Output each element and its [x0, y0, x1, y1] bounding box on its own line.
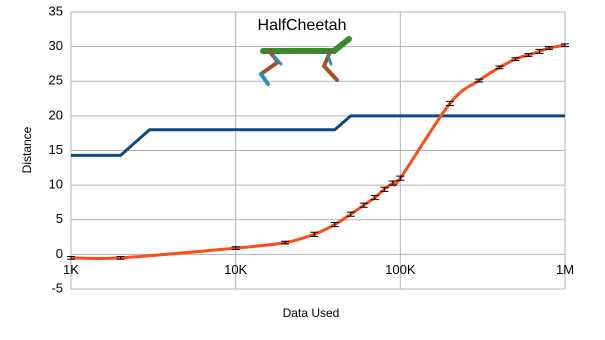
- grid: [70, 11, 566, 290]
- x-tick-label: 100K: [385, 262, 416, 277]
- error-bar: [359, 202, 368, 208]
- chart-title: HalfCheetah: [258, 17, 347, 34]
- y-tick-label: 25: [49, 73, 63, 88]
- y-tick-label: 0: [56, 246, 63, 261]
- error-bar: [116, 255, 125, 260]
- error-bar: [396, 175, 405, 181]
- error-bar: [370, 195, 379, 201]
- y-axis-label: Distance: [20, 126, 34, 173]
- error-bar: [310, 231, 319, 237]
- error-bar: [231, 246, 240, 251]
- error-bar: [388, 180, 397, 186]
- error-bar: [67, 255, 75, 260]
- error-bar: [474, 78, 483, 83]
- x-tick-label: 1M: [556, 262, 574, 277]
- y-tick-label: -5: [51, 280, 63, 295]
- line: [70, 43, 566, 261]
- error-bar: [445, 100, 454, 106]
- y-tick-label: 35: [49, 3, 63, 18]
- error-bar: [561, 43, 569, 48]
- y-tick-label: 30: [49, 38, 63, 53]
- error-bar: [380, 186, 389, 192]
- line: [71, 114, 565, 157]
- y-tick-label: 15: [49, 142, 63, 157]
- error-bar: [545, 46, 554, 50]
- error-bar: [346, 211, 355, 217]
- y-tick-label: 20: [49, 107, 63, 122]
- x-axis-label: Data Used: [283, 306, 340, 320]
- error-bar: [511, 57, 520, 61]
- error-bar: [495, 65, 504, 70]
- cheetah-icon: [259, 36, 352, 86]
- x-tick-label: 1K: [63, 262, 79, 277]
- error-bar: [330, 222, 339, 228]
- error-bar: [524, 53, 533, 57]
- y-tick-label: 10: [49, 177, 63, 192]
- x-tick-label: 10K: [224, 262, 247, 277]
- y-tick-label: 5: [56, 211, 63, 226]
- error-bar: [535, 48, 544, 55]
- error-bar: [281, 240, 290, 245]
